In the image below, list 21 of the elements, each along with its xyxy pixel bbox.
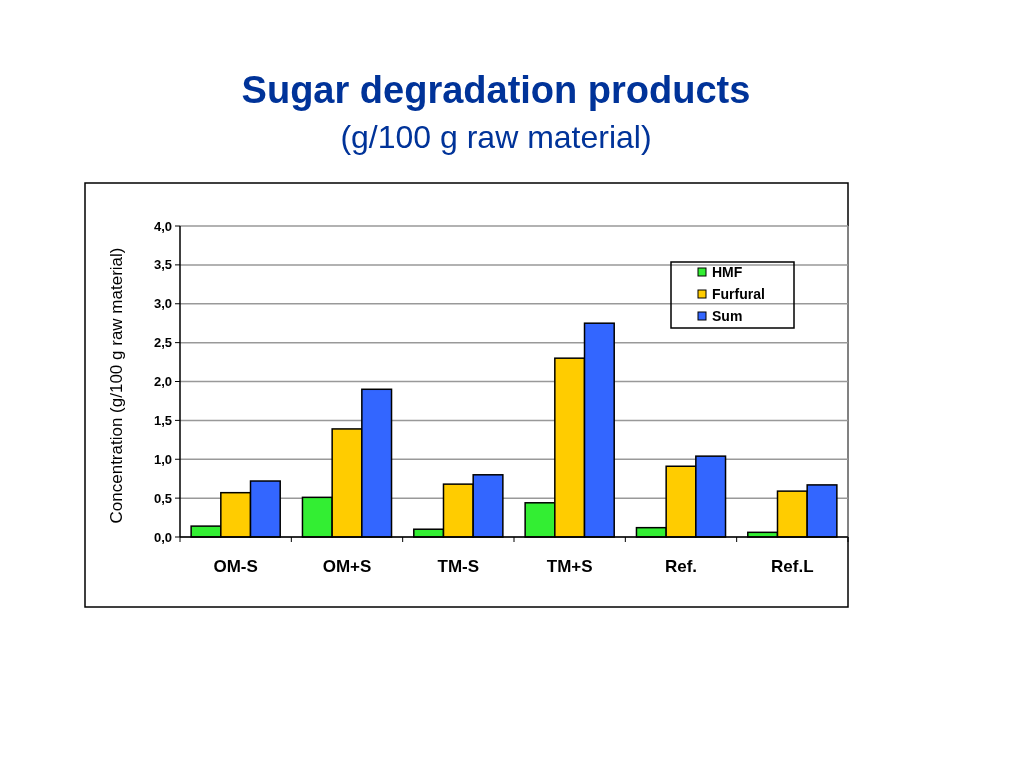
y-tick-label: 4,0 [153, 218, 172, 234]
legend-label: Sum [712, 307, 743, 324]
x-tick-label: TM-S [437, 557, 480, 576]
x-tick-label: OM+S [322, 557, 372, 576]
chart-subtitle: (g/100 g raw material) [340, 119, 652, 155]
y-tick-label: 3,0 [153, 296, 172, 312]
chart-title: Sugar degradation products [241, 69, 751, 111]
y-axis-title: Concentration (g/100 g raw material) [107, 247, 126, 524]
y-tick-label: 1,5 [153, 412, 172, 428]
y-tick-label: 2,5 [153, 335, 172, 351]
x-tick-label: Ref. [664, 557, 698, 576]
y-tick-label: 0,0 [153, 529, 172, 545]
y-tick-label: 3,5 [153, 257, 172, 273]
legend-label: Furfural [712, 285, 765, 302]
x-tick-label: OM-S [213, 557, 258, 576]
y-tick-label: 1,0 [153, 451, 172, 467]
legend-label: HMF [712, 263, 743, 280]
x-tick-label: TM+S [546, 557, 593, 576]
y-tick-label: 2,0 [153, 374, 172, 390]
x-tick-label: Ref.L [771, 557, 814, 576]
y-tick-label: 0,5 [153, 490, 172, 506]
